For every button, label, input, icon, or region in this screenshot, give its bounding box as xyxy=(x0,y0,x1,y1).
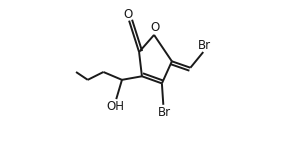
Text: Br: Br xyxy=(197,39,210,52)
Text: Br: Br xyxy=(157,106,171,119)
Text: OH: OH xyxy=(106,100,124,113)
Text: O: O xyxy=(150,21,159,34)
Text: O: O xyxy=(124,8,133,21)
